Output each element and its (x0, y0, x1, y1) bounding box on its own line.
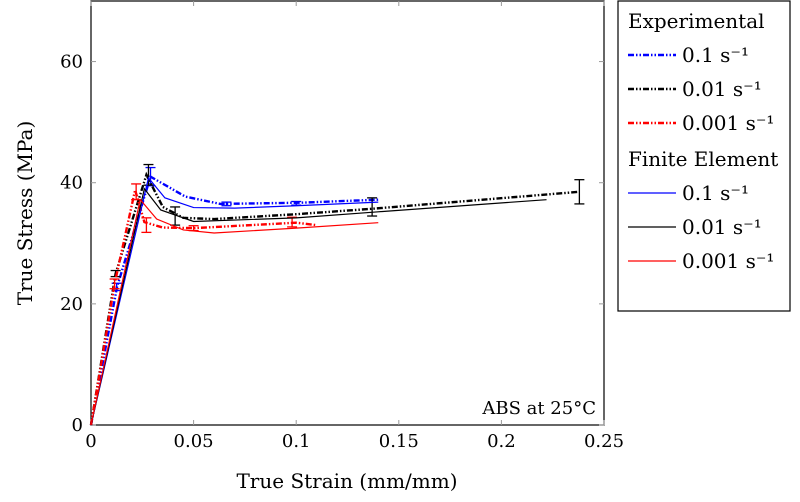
error-bar (287, 216, 298, 228)
y-tick-label: 40 (60, 173, 83, 194)
series-line-finite-element-3 (90, 176, 379, 426)
legend-entry-label: 0.01 s⁻¹ (682, 215, 762, 239)
error-bar (143, 163, 154, 186)
legend-group-title: Finite Element (628, 147, 778, 171)
error-bar (221, 201, 232, 207)
y-tick-label: 60 (60, 52, 83, 73)
annotation: ABS at 25°C (481, 398, 596, 419)
y-tick-label: 20 (60, 294, 83, 315)
error-bar (574, 179, 585, 205)
error-bar (291, 200, 302, 206)
error-bar (131, 183, 142, 201)
error-bar (109, 278, 120, 290)
error-bar (141, 217, 152, 234)
x-tick-label: 0.25 (584, 431, 624, 452)
legend-entry-label: 0.001 s⁻¹ (682, 249, 774, 273)
y-tick-label: 0 (72, 415, 83, 436)
legend-entry-label: 0.1 s⁻¹ (682, 181, 749, 205)
legend-entry-label: 0.1 s⁻¹ (682, 43, 749, 67)
x-tick-label: 0.2 (487, 431, 516, 452)
x-tick-label: 0.1 (282, 431, 311, 452)
error-bar (367, 197, 378, 217)
x-tick-label: 0.05 (174, 431, 214, 452)
legend-entry-label: 0.001 s⁻¹ (682, 111, 774, 135)
x-tick-label: 0 (85, 431, 96, 452)
series-line-finite-element-4 (90, 187, 547, 426)
series-line-experimental-2 (89, 189, 317, 426)
y-axis-label: True Stress (MPa) (13, 121, 37, 306)
x-tick-label: 0.15 (379, 431, 419, 452)
plot-frame (90, 0, 605, 426)
legend: Experimental 0.1 s⁻¹ 0.01 s⁻¹ 0.001 s⁻¹ Fini… (628, 9, 778, 273)
legend-entry-label: 0.01 s⁻¹ (682, 77, 762, 101)
legend-group-title: Experimental (628, 9, 765, 33)
series-line-experimental-1 (89, 171, 580, 426)
legend-box (617, 0, 791, 312)
series-line-finite-element-5 (90, 198, 379, 426)
x-axis-label: True Strain (mm/mm) (236, 469, 457, 493)
